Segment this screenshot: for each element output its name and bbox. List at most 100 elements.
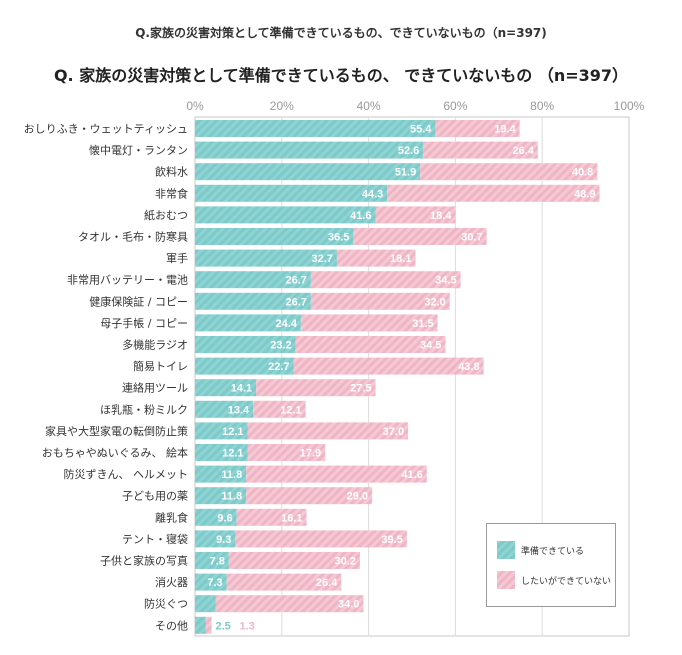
category-label: テント・寝袋 [122,532,188,546]
x-axis-ticks: 0% 20% 40% 60% 80% 100% [186,99,644,113]
data-label-not-prepared: 37.0 [383,426,404,438]
data-label-not-prepared: 34.0 [338,599,359,611]
bar-not-prepared [256,379,376,397]
legend-label-prepared: 準備できている [521,546,585,557]
category-label: 消火器 [155,575,188,589]
category-label: 紙おむつ [144,208,188,222]
bar-not-prepared [205,616,212,634]
category-labels: おしりふき・ウェットティッシュ懐中電灯・ランタン飲料水非常食紙おむつタオル・毛布… [24,123,188,633]
bars: 55.4 19.4 52.6 26.4 51.9 40.8 44.3 48.9 41.6 18.4… [195,120,600,634]
data-label-prepared: 24.4 [275,318,297,330]
category-label: タオル・毛布・防寒具 [78,230,188,244]
bar-prepared [195,573,227,591]
data-label-not-prepared: 43.8 [458,361,479,373]
category-label: 軍手 [166,251,188,265]
bar-prepared [195,336,296,353]
data-label-not-prepared: 19.4 [494,124,516,136]
data-label-prepared: 26.7 [285,275,306,287]
data-label-not-prepared: 29.0 [347,491,368,503]
data-label-not-prepared: 18.1 [390,253,411,265]
data-label-prepared: 23.2 [270,340,291,352]
category-label: おもちゃやぬいぐるみ、 絵本 [42,446,188,460]
data-label-prepared: 55.4 [410,124,432,136]
data-label-not-prepared: 30.2 [334,556,355,568]
data-label-prepared: 9.6 [217,512,232,524]
category-label: 非常食 [155,186,188,200]
bar-not-prepared [423,141,538,159]
bar-prepared [195,184,388,202]
data-label-not-prepared: 41.6 [401,469,422,481]
data-label-prepared: 22.7 [268,361,289,373]
data-label-prepared: 12.1 [222,426,243,438]
bar-prepared [195,552,229,569]
data-label-not-prepared: 39.5 [381,534,402,546]
data-label-prepared: 11.8 [221,491,242,503]
bar-prepared [195,249,337,267]
data-label-prepared: 9.3 [216,534,231,546]
data-label-prepared: 14.1 [231,383,252,395]
bar-prepared [195,595,216,613]
x-tick-label: 80% [530,99,554,113]
bar-prepared [195,120,436,137]
data-label-not-prepared: 40.8 [572,167,593,179]
bar-prepared [195,444,248,461]
data-label-prepared: 7.3 [207,577,222,589]
data-label-prepared: 51.9 [395,167,416,179]
bar-not-prepared [375,206,456,224]
legend-item-prepared: 準備できている [497,541,584,559]
data-label-prepared: 32.7 [311,253,332,265]
data-label-not-prepared: 18.4 [430,210,452,222]
category-label: その他 [155,619,188,632]
bar-prepared [195,616,206,634]
data-label-prepared: 44.3 [362,188,383,200]
bar-not-prepared [435,120,520,137]
bar-prepared [195,487,247,505]
bar-not-prepared [336,249,416,267]
category-label: 飲料水 [155,165,188,179]
data-label-prepared: 12.1 [222,448,243,460]
data-label-not-prepared: 34.5 [420,340,441,352]
data-label-not-prepared: 27.5 [350,383,371,395]
data-label-not-prepared: 16.1 [281,512,302,524]
legend-label-not-prepared: したいができていない [521,576,612,587]
category-label: おしりふき・ウェットティッシュ [24,123,188,136]
data-label-not-prepared: 17.9 [300,448,321,460]
bar-prepared [195,465,247,483]
bar-prepared [195,228,354,245]
category-label: 母子手帳 / コピー [100,316,188,330]
bar-not-prepared [246,487,373,505]
bar-not-prepared [420,163,598,181]
bar-prepared [195,314,301,332]
plot-area-frame [194,116,630,637]
legend-item-not-prepared: したいができていない [497,571,611,589]
data-label-prepared: 11.8 [221,469,242,481]
bar-prepared [195,206,376,224]
bar-prepared [195,530,236,548]
data-label-not-prepared: 12.1 [280,404,301,416]
bar-prepared [195,141,424,159]
bar-prepared [195,400,254,418]
category-label: 多機能ラジオ [122,338,188,352]
category-label: 離乳食 [155,510,188,524]
x-tick-label: 40% [357,99,381,113]
data-label-not-prepared: 48.9 [574,188,595,200]
bar-not-prepared [353,228,487,245]
x-tick-label: 0% [186,99,204,113]
data-label-not-prepared: 30.7 [461,232,482,244]
legend-swatch-not-prepared [497,571,515,589]
page-caption: Q.家族の災害対策として準備できているもの、できていないもの（n=397) [135,26,547,40]
category-label: 連絡用ツール [122,381,188,395]
bar-prepared [195,163,421,181]
category-label: 家具や大型家電の転倒防止策 [45,424,188,438]
data-label-prepared: 7.8 [210,556,225,568]
bar-not-prepared [295,336,446,353]
bar-prepared [195,379,257,397]
bar-prepared [195,508,237,526]
bar-prepared [195,422,248,440]
bar-not-prepared [387,184,600,202]
chart-title: Q. 家族の災害対策として準備できているもの、 できていないもの （n=397） [53,66,629,85]
x-tick-label: 60% [443,99,467,113]
bar-prepared [195,292,311,310]
data-label-not-prepared: 31.5 [412,318,433,330]
